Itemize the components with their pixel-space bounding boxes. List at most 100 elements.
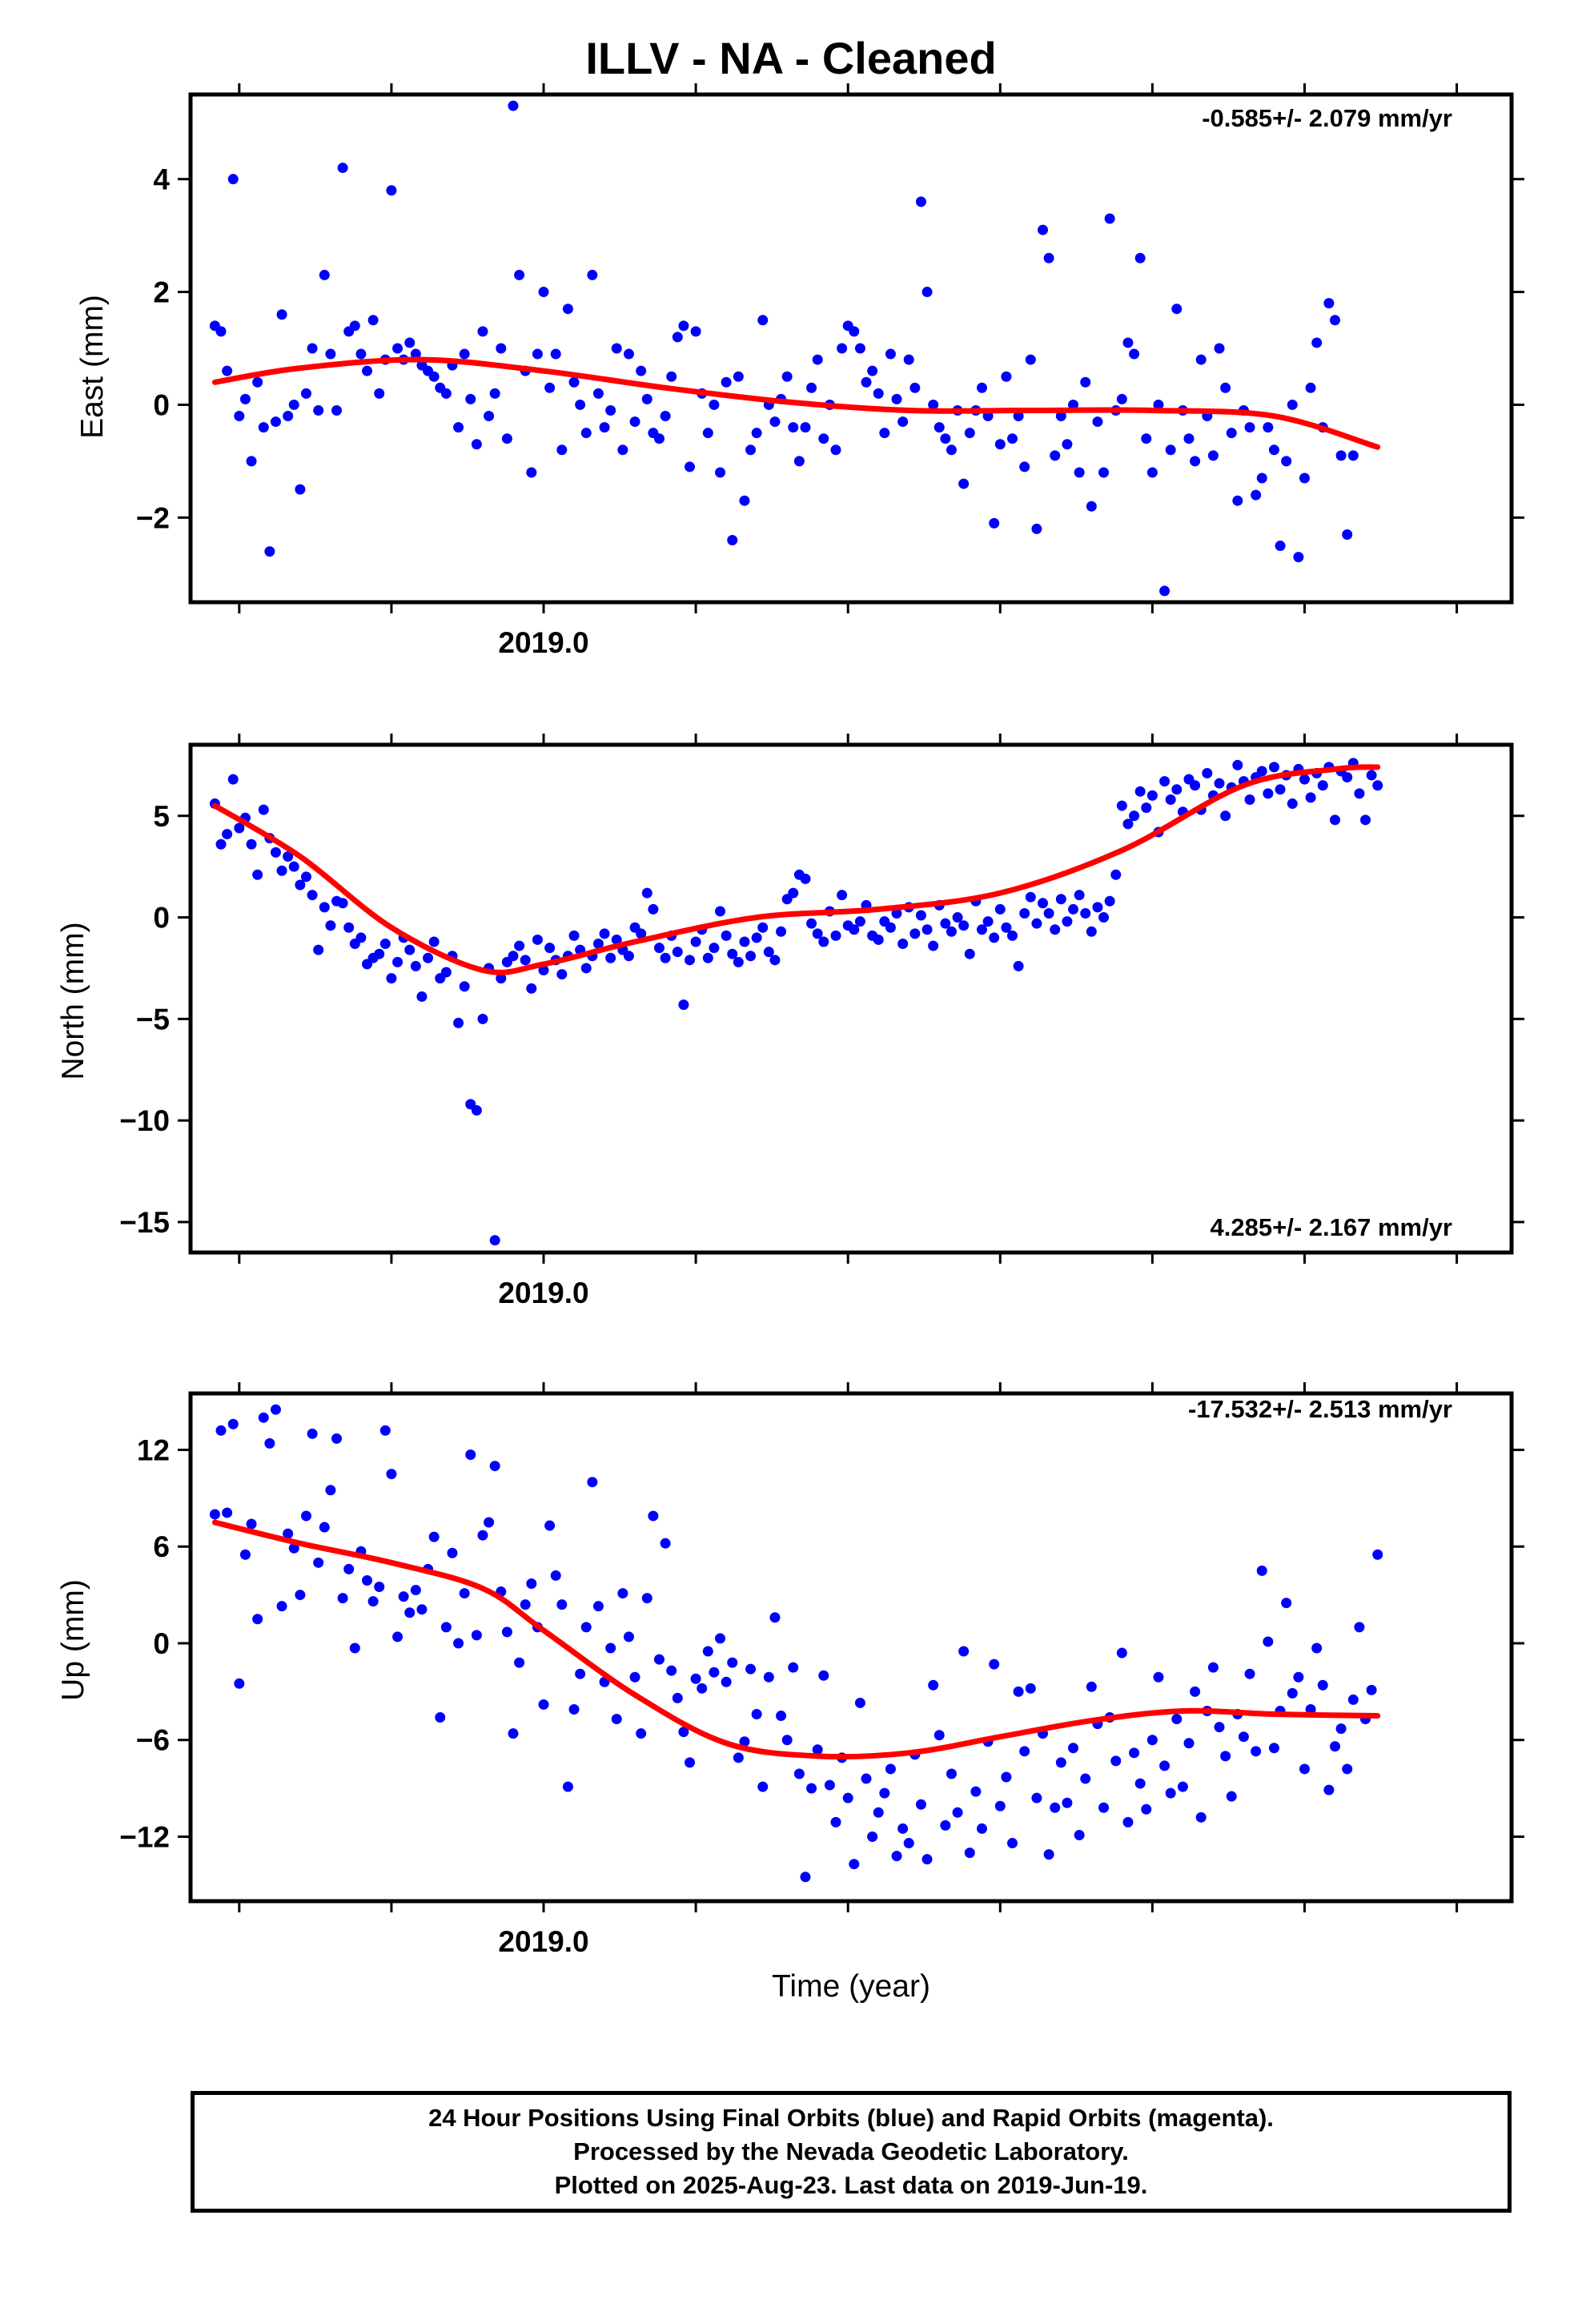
- east-data-point: [1323, 298, 1335, 309]
- east-data-point: [465, 393, 476, 404]
- east-data-point: [928, 399, 939, 410]
- east-data-point: [484, 411, 495, 422]
- east-data-point: [873, 388, 884, 399]
- north-data-point: [276, 865, 287, 876]
- north-data-point: [776, 926, 787, 937]
- north-data-point: [757, 922, 769, 933]
- up-data-point: [1141, 1803, 1152, 1815]
- up-data-point: [1299, 1763, 1310, 1775]
- east-data-point: [885, 348, 896, 360]
- east-data-point: [222, 365, 233, 376]
- east-data-point: [629, 416, 640, 428]
- up-data-point: [386, 1469, 397, 1480]
- north-data-point: [788, 887, 799, 899]
- north-data-point: [459, 981, 470, 992]
- north-data-point: [1171, 784, 1182, 795]
- up-data-point: [1001, 1771, 1012, 1783]
- east-data-point: [532, 348, 543, 360]
- up-data-point: [276, 1601, 287, 1612]
- east-data-point: [1050, 450, 1061, 461]
- north-data-point: [538, 964, 549, 975]
- north-data-point: [958, 920, 970, 931]
- up-data-point: [337, 1593, 348, 1604]
- up-data-point: [1080, 1773, 1091, 1784]
- north-data-point: [246, 838, 257, 850]
- east-data-point: [1013, 411, 1024, 422]
- north-data-point: [745, 951, 757, 962]
- up-data-point: [861, 1773, 872, 1784]
- east-data-point: [976, 382, 987, 393]
- north-data-point: [526, 983, 537, 994]
- up-data-point: [1146, 1735, 1158, 1746]
- up-data-point: [283, 1528, 294, 1539]
- north-data-point: [514, 940, 525, 951]
- north-data-point: [283, 850, 294, 862]
- up-data-point: [697, 1683, 708, 1694]
- up-data-point: [514, 1657, 525, 1668]
- up-data-point: [678, 1727, 689, 1738]
- up-data-point: [215, 1425, 227, 1436]
- up-data-point: [769, 1612, 781, 1623]
- north-data-point: [672, 947, 683, 958]
- east-data-point: [276, 309, 287, 320]
- east-data-point: [349, 320, 360, 332]
- north-data-point: [1038, 898, 1049, 909]
- up-data-point: [1183, 1738, 1195, 1749]
- up-data-point: [1043, 1849, 1054, 1860]
- up-data-point: [1050, 1802, 1061, 1813]
- north-data-point: [392, 956, 404, 967]
- east-data-point: [568, 376, 580, 388]
- east-data-point: [252, 376, 263, 388]
- up-data-point: [897, 1823, 909, 1834]
- east-data-point: [355, 348, 367, 360]
- east-data-point: [690, 326, 701, 337]
- north-data-point: [1190, 780, 1201, 791]
- north-data-point: [453, 1017, 464, 1028]
- up-data-point: [1134, 1778, 1146, 1789]
- footer-box: 24 Hour Positions Using Final Orbits (bl…: [191, 2091, 1512, 2213]
- up-ytick-label: −12: [119, 1820, 170, 1853]
- up-data-point: [629, 1671, 640, 1683]
- north-data-point: [1098, 912, 1110, 923]
- east-data-point: [227, 174, 239, 185]
- up-data-point: [715, 1633, 726, 1644]
- north-data-point: [806, 918, 817, 929]
- east-data-point: [909, 382, 921, 393]
- north-data-point: [751, 932, 762, 943]
- east-data-point: [1104, 213, 1115, 224]
- x-axis-label: Time (year): [772, 1969, 930, 2004]
- up-data-point: [300, 1510, 311, 1522]
- east-data-point: [556, 444, 568, 456]
- north-data-point: [648, 903, 659, 915]
- north-data-point: [404, 944, 416, 955]
- north-data-point: [295, 879, 306, 891]
- east-data-point: [392, 343, 404, 354]
- east-data-point: [587, 269, 598, 280]
- east-data-point: [1165, 444, 1176, 456]
- up-data-point: [903, 1838, 914, 1849]
- east-data-point: [958, 478, 970, 489]
- up-data-point: [970, 1786, 982, 1797]
- east-data-point: [550, 348, 561, 360]
- north-data-point: [709, 943, 720, 954]
- east-data-point: [1195, 354, 1207, 365]
- up-data-point: [818, 1670, 829, 1681]
- up-data-point: [885, 1763, 896, 1775]
- north-data-point: [1220, 810, 1231, 822]
- up-data-point: [1062, 1797, 1073, 1808]
- east-data-point: [367, 315, 379, 326]
- north-data-point: [1129, 810, 1140, 822]
- north-data-point: [1360, 814, 1371, 826]
- east-data-point: [313, 404, 324, 416]
- east-data-point: [1080, 376, 1091, 388]
- north-data-point: [532, 934, 543, 945]
- north-data-point: [580, 963, 592, 974]
- up-data-point: [349, 1642, 360, 1654]
- east-data-point: [617, 444, 628, 456]
- north-data-point: [428, 936, 440, 947]
- north-data-point: [1122, 818, 1134, 830]
- up-data-point: [288, 1542, 299, 1554]
- north-data-point: [605, 952, 616, 963]
- east-data-point: [921, 287, 933, 298]
